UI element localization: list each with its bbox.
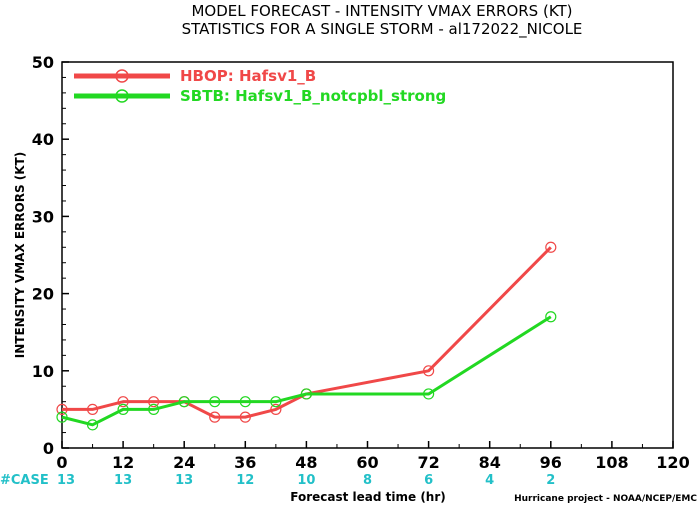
case-count: 12 bbox=[236, 473, 254, 488]
x-tick-label: 24 bbox=[173, 453, 195, 472]
case-count: 13 bbox=[175, 473, 193, 488]
plot-frame bbox=[61, 61, 674, 449]
x-tick-label: 12 bbox=[112, 453, 134, 472]
series-2-point bbox=[117, 403, 129, 415]
series-2-point bbox=[86, 419, 99, 431]
credit-text: Hurricane project - NOAA/NCEP/EMC bbox=[514, 494, 697, 504]
series-1-point bbox=[117, 396, 129, 408]
x-tick-label: 36 bbox=[234, 453, 256, 472]
case-count: 2 bbox=[546, 473, 555, 488]
y-axis: 0 10 20 30 40 50 bbox=[32, 53, 69, 458]
y-tick-label: 10 bbox=[32, 362, 54, 381]
y-tick-label: 20 bbox=[32, 285, 54, 304]
chart-subtitle: STATISTICS FOR A SINGLE STORM - al172022… bbox=[182, 20, 583, 39]
series-2-point bbox=[178, 396, 190, 408]
series-1-point bbox=[86, 403, 99, 415]
legend: HBOP: Hafsv1_B SBTB: Hafsv1_B_notcpbl_str… bbox=[74, 67, 446, 105]
x-axis-label: Forecast lead time (hr) bbox=[290, 490, 446, 504]
x-tick-label: 48 bbox=[295, 453, 317, 472]
series-2-point bbox=[300, 388, 312, 400]
case-count: 8 bbox=[363, 473, 372, 488]
case-count-row: #CASE 13 13 13 12 10 8 6 4 2 bbox=[0, 473, 555, 488]
legend-label-1: HBOP: Hafsv1_B bbox=[180, 67, 316, 85]
series-line-1 bbox=[62, 246, 552, 419]
x-tick-label: 72 bbox=[417, 453, 439, 472]
x-tick-label: 0 bbox=[56, 453, 67, 472]
series-layer bbox=[56, 241, 557, 431]
x-tick-label: 120 bbox=[656, 453, 689, 472]
y-tick-label: 50 bbox=[32, 53, 54, 72]
x-tick-label: 60 bbox=[356, 453, 378, 472]
legend-marker-2 bbox=[115, 89, 129, 103]
series-2-point bbox=[423, 388, 435, 400]
x-tick-label: 96 bbox=[540, 453, 562, 472]
legend-marker-1 bbox=[115, 69, 129, 83]
case-count: 6 bbox=[424, 473, 433, 488]
series-2-point bbox=[239, 396, 251, 408]
series-1-point bbox=[545, 241, 557, 253]
series-2-point bbox=[545, 311, 557, 323]
case-count: 10 bbox=[297, 473, 315, 488]
series-1-point bbox=[423, 365, 435, 377]
series-1-point bbox=[56, 403, 68, 415]
legend-label-2: SBTB: Hafsv1_B_notcpbl_strong bbox=[180, 87, 446, 105]
case-count: 13 bbox=[114, 473, 132, 488]
series-1-point bbox=[239, 411, 251, 423]
series-2-point bbox=[148, 403, 160, 415]
series-1-point bbox=[148, 396, 160, 408]
series-2-point bbox=[56, 411, 68, 423]
case-label: #CASE bbox=[0, 473, 49, 488]
case-count: 13 bbox=[57, 473, 75, 488]
chart-title: MODEL FORECAST - INTENSITY VMAX ERRORS (… bbox=[191, 2, 572, 20]
x-tick-label: 84 bbox=[479, 453, 501, 472]
case-count: 4 bbox=[485, 473, 494, 488]
series-2-point bbox=[270, 396, 282, 408]
series-line-2 bbox=[61, 315, 552, 427]
y-tick-label: 40 bbox=[32, 130, 54, 149]
series-2-point bbox=[209, 396, 221, 408]
x-tick-label: 108 bbox=[595, 453, 628, 472]
y-tick-label: 0 bbox=[43, 439, 54, 458]
y-axis-label: INTENSITY VMAX ERRORS (KT) bbox=[13, 152, 27, 358]
x-axis: 0 12 24 36 48 60 72 84 96 108 120 bbox=[56, 441, 690, 472]
series-1-point bbox=[270, 403, 282, 415]
series-1-point bbox=[209, 411, 221, 423]
y-tick-label: 30 bbox=[32, 207, 54, 226]
